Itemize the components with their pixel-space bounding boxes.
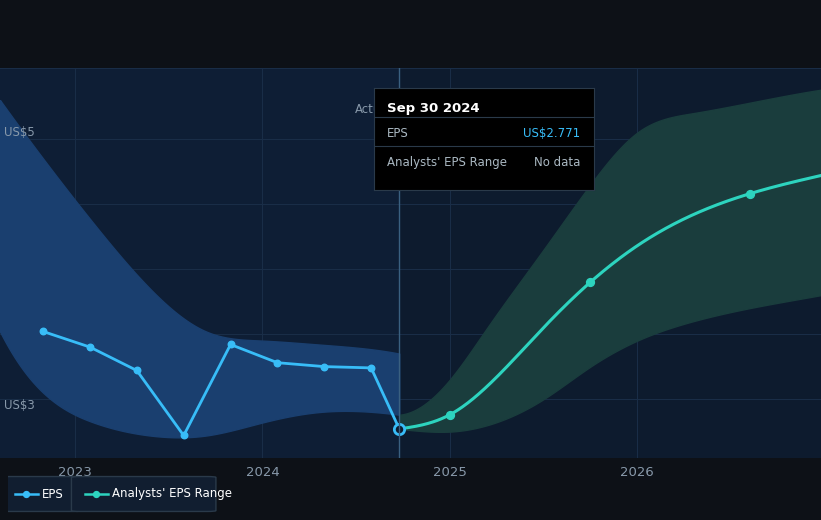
- Point: [365, 363, 378, 372]
- Text: US$3: US$3: [4, 399, 34, 412]
- Text: US$5: US$5: [4, 126, 34, 139]
- Point: [392, 425, 406, 433]
- Point: [584, 278, 597, 286]
- FancyBboxPatch shape: [71, 476, 216, 512]
- Point: [37, 327, 50, 335]
- FancyBboxPatch shape: [2, 476, 83, 512]
- Text: EPS: EPS: [42, 488, 64, 500]
- Point: [271, 359, 284, 367]
- Point: [131, 366, 144, 374]
- Text: US$2.771: US$2.771: [523, 127, 580, 140]
- Point: [318, 362, 331, 371]
- Point: [177, 431, 190, 439]
- Text: No data: No data: [534, 157, 580, 170]
- Bar: [0, 68, 399, 458]
- Text: Actual: Actual: [355, 102, 392, 115]
- Point: [224, 340, 237, 348]
- Point: [743, 189, 756, 198]
- Point: [20, 490, 33, 498]
- Point: [443, 410, 456, 419]
- Point: [84, 343, 97, 352]
- Point: [89, 490, 103, 498]
- Text: EPS: EPS: [387, 127, 409, 140]
- Text: Analysts' EPS Range: Analysts' EPS Range: [387, 157, 507, 170]
- Text: Sep 30 2024: Sep 30 2024: [387, 101, 479, 114]
- Text: Analysts' EPS Range: Analysts' EPS Range: [112, 488, 232, 500]
- Text: Analysts Forecasts: Analysts Forecasts: [406, 102, 516, 115]
